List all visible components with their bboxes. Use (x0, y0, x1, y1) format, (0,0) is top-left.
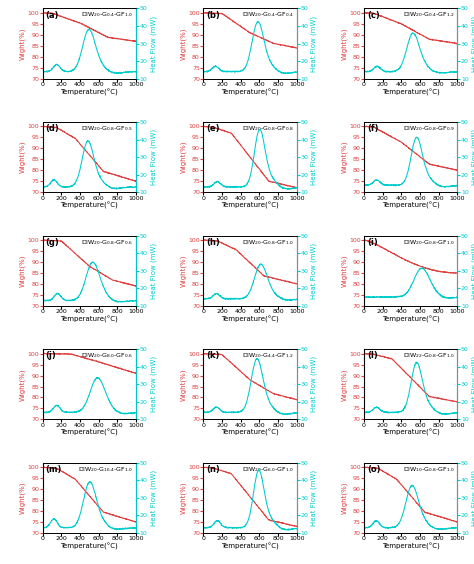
Y-axis label: Heat Flow (mW): Heat Flow (mW) (311, 243, 318, 299)
Text: (k): (k) (206, 351, 219, 360)
Text: DIW$_{20}$-G$_{8.0}$-GF$_{0.6}$: DIW$_{20}$-G$_{8.0}$-GF$_{0.6}$ (81, 351, 133, 360)
X-axis label: Temperature(°C): Temperature(°C) (61, 429, 118, 437)
X-axis label: Temperature(°C): Temperature(°C) (61, 202, 118, 209)
Text: DIW$_{20}$-G$_{6.0}$-GF$_{1.0}$: DIW$_{20}$-G$_{6.0}$-GF$_{1.0}$ (242, 465, 294, 474)
Y-axis label: Heat Flow (mW): Heat Flow (mW) (311, 129, 318, 185)
Text: DIW$_{20}$-G$_{0.4}$-GF$_{1.0}$: DIW$_{20}$-G$_{0.4}$-GF$_{1.0}$ (81, 11, 133, 20)
X-axis label: Temperature(°C): Temperature(°C) (61, 316, 118, 323)
Text: (a): (a) (46, 11, 59, 20)
Text: DIW$_{20}$-G$_{0.8}$-GF$_{0.5}$: DIW$_{20}$-G$_{0.8}$-GF$_{0.5}$ (81, 124, 133, 133)
Text: DIW$_{20}$-G$_{0.8}$-GF$_{0.9}$: DIW$_{20}$-G$_{0.8}$-GF$_{0.9}$ (402, 124, 455, 133)
Text: (j): (j) (46, 351, 56, 360)
X-axis label: Temperature(°C): Temperature(°C) (61, 89, 118, 96)
Text: DIW$_{20}$-G$_{0.4}$-GF$_{1.2}$: DIW$_{20}$-G$_{0.4}$-GF$_{1.2}$ (403, 11, 455, 20)
Text: (e): (e) (206, 124, 219, 133)
Y-axis label: Wight(%): Wight(%) (20, 27, 26, 60)
Y-axis label: Heat Flow (mW): Heat Flow (mW) (311, 356, 318, 412)
Text: (m): (m) (46, 465, 62, 474)
X-axis label: Temperature(°C): Temperature(°C) (382, 316, 439, 323)
Text: DIW$_{20}$-G$_{0.8}$-GF$_{1.0}$: DIW$_{20}$-G$_{0.8}$-GF$_{1.0}$ (242, 238, 294, 246)
Y-axis label: Heat Flow (mW): Heat Flow (mW) (150, 129, 157, 185)
X-axis label: Temperature(°C): Temperature(°C) (221, 202, 279, 209)
Text: DIW$_{20}$-G$_{0.4}$-GF$_{0.4}$: DIW$_{20}$-G$_{0.4}$-GF$_{0.4}$ (242, 11, 294, 20)
Text: DIW$_{10}$-G$_{0.8}$-GF$_{1.0}$: DIW$_{10}$-G$_{0.8}$-GF$_{1.0}$ (402, 465, 455, 474)
X-axis label: Temperature(°C): Temperature(°C) (382, 89, 439, 96)
Text: DIW$_{20}$-G$_{4.4}$-GF$_{1.2}$: DIW$_{20}$-G$_{4.4}$-GF$_{1.2}$ (242, 351, 294, 360)
Text: (l): (l) (367, 351, 378, 360)
Y-axis label: Heat Flow (mW): Heat Flow (mW) (150, 356, 157, 412)
X-axis label: Temperature(°C): Temperature(°C) (221, 89, 279, 96)
Y-axis label: Wight(%): Wight(%) (180, 482, 187, 514)
Y-axis label: Wight(%): Wight(%) (341, 482, 347, 514)
Text: (d): (d) (46, 124, 59, 133)
Y-axis label: Wight(%): Wight(%) (341, 254, 347, 287)
X-axis label: Temperature(°C): Temperature(°C) (221, 429, 279, 437)
Text: DIW$_{20}$-G$_{0.8}$-GF$_{1.0}$: DIW$_{20}$-G$_{0.8}$-GF$_{1.0}$ (402, 238, 455, 246)
X-axis label: Temperature(°C): Temperature(°C) (221, 316, 279, 323)
Y-axis label: Heat Flow (mW): Heat Flow (mW) (472, 356, 474, 412)
Text: (h): (h) (206, 238, 220, 247)
Y-axis label: Heat Flow (mW): Heat Flow (mW) (472, 243, 474, 299)
Text: (o): (o) (367, 465, 380, 474)
X-axis label: Temperature(°C): Temperature(°C) (382, 543, 439, 550)
Text: DIW$_{20}$-G$_{0.8}$-GF$_{0.8}$: DIW$_{20}$-G$_{0.8}$-GF$_{0.8}$ (242, 124, 294, 133)
Y-axis label: Wight(%): Wight(%) (180, 254, 187, 287)
Y-axis label: Heat Flow (mW): Heat Flow (mW) (472, 470, 474, 526)
Y-axis label: Heat Flow (mW): Heat Flow (mW) (150, 15, 157, 72)
Y-axis label: Heat Flow (mW): Heat Flow (mW) (150, 243, 157, 299)
Text: (c): (c) (367, 11, 380, 20)
Text: DIW$_{20}$-G$_{0.8}$-GF$_{0.6}$: DIW$_{20}$-G$_{0.8}$-GF$_{0.6}$ (81, 238, 133, 246)
Y-axis label: Wight(%): Wight(%) (180, 141, 187, 173)
Y-axis label: Wight(%): Wight(%) (180, 368, 187, 400)
X-axis label: Temperature(°C): Temperature(°C) (221, 543, 279, 550)
Y-axis label: Heat Flow (mW): Heat Flow (mW) (311, 15, 318, 72)
Y-axis label: Wight(%): Wight(%) (180, 27, 187, 60)
Y-axis label: Wight(%): Wight(%) (20, 254, 26, 287)
Y-axis label: Wight(%): Wight(%) (341, 141, 347, 173)
Y-axis label: Heat Flow (mW): Heat Flow (mW) (472, 129, 474, 185)
Y-axis label: Wight(%): Wight(%) (20, 141, 26, 173)
Text: (b): (b) (206, 11, 220, 20)
Y-axis label: Heat Flow (mW): Heat Flow (mW) (311, 470, 318, 526)
Text: (g): (g) (46, 238, 59, 247)
Text: DIW$_{22}$-G$_{0.8}$-GF$_{1.0}$: DIW$_{22}$-G$_{0.8}$-GF$_{1.0}$ (402, 351, 455, 360)
Y-axis label: Wight(%): Wight(%) (20, 368, 26, 400)
X-axis label: Temperature(°C): Temperature(°C) (382, 202, 439, 209)
Y-axis label: Wight(%): Wight(%) (20, 482, 26, 514)
X-axis label: Temperature(°C): Temperature(°C) (61, 543, 118, 550)
Y-axis label: Wight(%): Wight(%) (341, 368, 347, 400)
Text: (f): (f) (367, 124, 378, 133)
Text: DIW$_{20}$-G$_{16.4}$-GF$_{1.0}$: DIW$_{20}$-G$_{16.4}$-GF$_{1.0}$ (78, 465, 133, 474)
X-axis label: Temperature(°C): Temperature(°C) (382, 429, 439, 437)
Y-axis label: Heat Flow (mW): Heat Flow (mW) (150, 470, 157, 526)
Text: (i): (i) (367, 238, 378, 247)
Y-axis label: Wight(%): Wight(%) (341, 27, 347, 60)
Y-axis label: Heat Flow (mW): Heat Flow (mW) (472, 15, 474, 72)
Text: (n): (n) (206, 465, 220, 474)
